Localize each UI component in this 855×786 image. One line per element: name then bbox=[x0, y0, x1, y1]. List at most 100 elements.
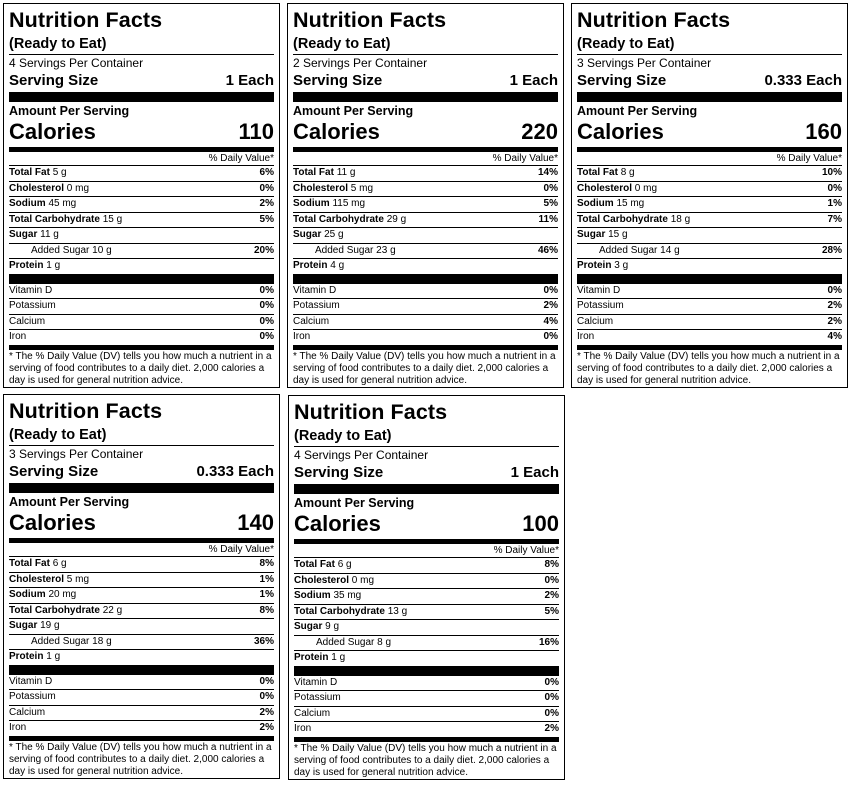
nutrient-row: Total Carbohydrate 13 g 5% bbox=[294, 605, 559, 620]
label-subtitle: (Ready to Eat) bbox=[577, 35, 842, 55]
nutrient-dv: 2% bbox=[259, 198, 274, 209]
vitamin-dv: 0% bbox=[259, 315, 274, 327]
nutrient-name: Total Carbohydrate bbox=[577, 213, 668, 225]
nutrient-amount: 25 g bbox=[324, 229, 344, 240]
nutrient-name-cell: Total Fat 8 g bbox=[577, 166, 635, 181]
nutrient-amount: 35 mg bbox=[333, 590, 362, 601]
vitamin-row: Vitamin D 0% bbox=[9, 284, 274, 299]
label-title: Nutrition Facts bbox=[293, 8, 447, 32]
nutrient-amount: 15 mg bbox=[616, 198, 645, 209]
vitamin-name: Vitamin D bbox=[577, 284, 621, 296]
nutrient-amount: 1 g bbox=[46, 260, 61, 271]
nutrient-amount: 18 g bbox=[670, 213, 691, 225]
nutrient-dv: 5% bbox=[543, 198, 558, 209]
calories-value: 110 bbox=[238, 119, 275, 144]
nutrient-name-cell: Cholesterol 0 mg bbox=[9, 182, 89, 197]
serving-size-label: Serving Size bbox=[294, 464, 384, 481]
thick-divider bbox=[294, 665, 559, 676]
vitamin-name: Potassium bbox=[9, 691, 56, 702]
vitamin-row: Vitamin D 0% bbox=[294, 676, 559, 691]
serving-size-value: 0.333 Each bbox=[764, 72, 842, 89]
nutrient-name: Cholesterol bbox=[577, 182, 633, 194]
nutrient-amount: 5 g bbox=[52, 167, 67, 178]
nutrient-amount: 6 g bbox=[52, 558, 67, 569]
nutrient-amount: 15 g bbox=[608, 229, 628, 240]
nutrient-name-cell: Sodium 35 mg bbox=[294, 589, 361, 604]
servings-per-container: 2 Servings Per Container bbox=[293, 56, 428, 70]
nutrient-name: Total Carbohydrate bbox=[9, 604, 100, 616]
label-subtitle: (Ready to Eat) bbox=[294, 427, 559, 447]
serving-size-row: Serving Size 1 Each bbox=[9, 72, 274, 91]
nutrient-row: Sodium 35 mg 2% bbox=[294, 589, 559, 605]
nutrition-facts-label: Nutrition Facts (Ready to Eat) 4 Servings … bbox=[288, 395, 565, 780]
vitamin-row: Iron 0% bbox=[293, 330, 558, 345]
nutrient-dv: 20% bbox=[253, 244, 274, 256]
nutrient-row: Cholesterol 5 mg 0% bbox=[293, 182, 558, 197]
nutrient-dv: 46% bbox=[537, 244, 558, 256]
nutrient-row: Total Carbohydrate 22 g 8% bbox=[9, 604, 274, 619]
calories-row: Calories 140 bbox=[9, 510, 274, 536]
nutrient-name: Cholesterol bbox=[294, 574, 350, 586]
medium-divider bbox=[9, 538, 274, 543]
nutrient-dv: 6% bbox=[259, 167, 274, 178]
medium-divider bbox=[9, 344, 274, 350]
vitamin-row: Calcium 2% bbox=[9, 706, 274, 721]
serving-size-value: 0.333 Each bbox=[196, 463, 274, 480]
vitamin-row: Potassium 2% bbox=[293, 299, 558, 315]
serving-size-label: Serving Size bbox=[577, 72, 667, 89]
thick-divider bbox=[577, 92, 842, 102]
vitamin-name: Potassium bbox=[293, 300, 340, 311]
nutrient-row: Sugar 19 g bbox=[9, 619, 274, 635]
nutrient-dv: 16% bbox=[538, 636, 559, 648]
thick-divider bbox=[293, 273, 558, 284]
nutrient-name-cell: Added Sugar 8 g bbox=[316, 636, 391, 651]
vitamin-dv: 4% bbox=[543, 315, 558, 327]
nutrient-row: Cholesterol 5 mg 1% bbox=[9, 573, 274, 588]
vitamin-row: Iron 2% bbox=[9, 721, 274, 736]
nutrient-dv: 36% bbox=[253, 635, 274, 647]
nutrient-amount: 5 mg bbox=[350, 182, 374, 194]
vitamin-name: Calcium bbox=[577, 315, 614, 327]
vitamin-name: Potassium bbox=[9, 300, 56, 311]
footnote: * The % Daily Value (DV) tells you how m… bbox=[577, 350, 840, 386]
nutrient-amount: 11 g bbox=[40, 229, 59, 240]
vitamin-name: Vitamin D bbox=[293, 284, 337, 296]
calories-value: 140 bbox=[237, 510, 274, 535]
vitamin-dv: 0% bbox=[259, 300, 274, 311]
nutrient-name: Total Fat bbox=[294, 559, 335, 570]
amount-per-serving: Amount Per Serving bbox=[9, 495, 130, 509]
nutrient-amount: 0 mg bbox=[66, 182, 90, 194]
vitamin-name: Calcium bbox=[294, 707, 331, 719]
thick-divider bbox=[294, 484, 559, 494]
vitamin-name: Iron bbox=[9, 722, 27, 733]
nutrient-dv: 0% bbox=[544, 574, 559, 586]
vitamin-name: Vitamin D bbox=[9, 284, 53, 296]
nutrient-amount: 0 mg bbox=[351, 574, 375, 586]
nutrient-row: Total Fat 8 g 10% bbox=[577, 166, 842, 182]
vitamin-dv: 0% bbox=[259, 675, 274, 687]
nutrient-row: Total Fat 6 g 8% bbox=[294, 558, 559, 574]
nutrient-dv: 2% bbox=[544, 590, 559, 601]
servings-per-container: 4 Servings Per Container bbox=[9, 56, 144, 70]
nutrient-amount: 9 g bbox=[325, 621, 340, 632]
nutrient-name-cell: Total Fat 6 g bbox=[9, 557, 67, 572]
thick-divider bbox=[9, 273, 274, 284]
serving-size-row: Serving Size 0.333 Each bbox=[577, 72, 842, 91]
footnote: * The % Daily Value (DV) tells you how m… bbox=[9, 350, 272, 386]
nutrient-row: Sugar 15 g bbox=[577, 228, 842, 244]
nutrient-row: Added Sugar 14 g 28% bbox=[577, 244, 842, 259]
nutrition-facts-label: Nutrition Facts (Ready to Eat) 3 Servings … bbox=[571, 3, 848, 388]
amount-per-serving: Amount Per Serving bbox=[9, 104, 130, 118]
nutrient-name: Sugar bbox=[577, 229, 606, 240]
nutrient-name: Protein bbox=[9, 260, 44, 271]
nutrient-row: Added Sugar 23 g 46% bbox=[293, 244, 558, 259]
footnote: * The % Daily Value (DV) tells you how m… bbox=[9, 741, 272, 777]
nutrient-name-cell: Protein 3 g bbox=[577, 259, 628, 274]
vitamin-dv: 2% bbox=[259, 722, 274, 733]
vitamin-name: Calcium bbox=[293, 315, 330, 327]
nutrient-name-cell: Total Fat 5 g bbox=[9, 166, 67, 181]
nutrient-row: Total Fat 5 g 6% bbox=[9, 166, 274, 182]
vitamin-row: Potassium 0% bbox=[9, 299, 274, 315]
serving-size-label: Serving Size bbox=[293, 72, 383, 89]
daily-value-header: % Daily Value* bbox=[9, 543, 274, 557]
